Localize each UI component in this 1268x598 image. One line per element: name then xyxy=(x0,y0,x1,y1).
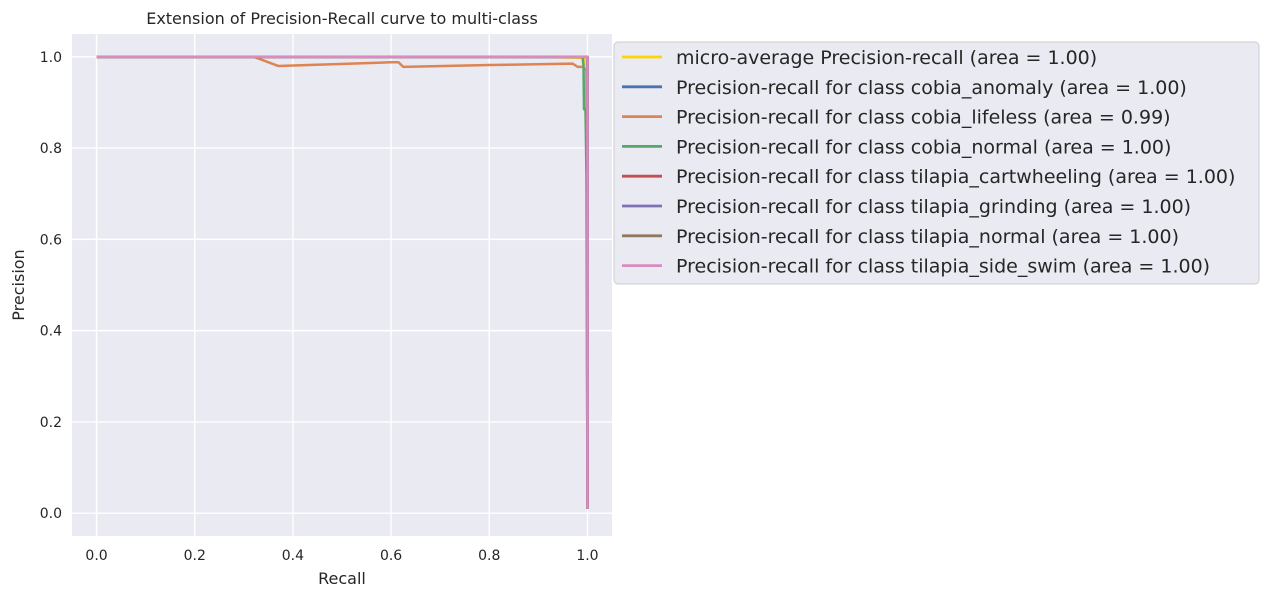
y-tick-label: 0.0 xyxy=(40,506,62,522)
legend-entry-7: Precision-recall for class tilapia_side_… xyxy=(676,256,1210,278)
y-tick-labels: 0.0 0.2 0.4 0.6 0.8 1.0 xyxy=(40,50,62,522)
x-tick-label: 0.4 xyxy=(282,548,304,564)
x-tick-labels: 0.0 0.2 0.4 0.6 0.8 1.0 xyxy=(85,548,598,564)
y-tick-label: 0.6 xyxy=(40,232,62,248)
x-tick-label: 0.0 xyxy=(85,548,107,564)
series-lines xyxy=(96,55,589,509)
legend-entry-3: Precision-recall for class cobia_normal … xyxy=(676,136,1171,158)
legend-entry-0: micro-average Precision-recall (area = 1… xyxy=(676,47,1097,69)
y-tick-label: 0.2 xyxy=(40,415,62,431)
series-line-7 xyxy=(96,55,589,509)
y-axis-title: Precision xyxy=(9,249,28,320)
x-tick-label: 0.6 xyxy=(380,548,402,564)
legend-entry-4: Precision-recall for class tilapia_cartw… xyxy=(676,166,1235,188)
x-axis-title: Recall xyxy=(318,569,366,588)
legend-box xyxy=(613,41,1260,285)
plot-area xyxy=(72,34,612,536)
y-tick-label: 0.8 xyxy=(40,141,62,157)
y-tick-label: 1.0 xyxy=(40,50,62,66)
x-tick-label: 1.0 xyxy=(576,548,598,564)
legend-entry-2: Precision-recall for class cobia_lifeles… xyxy=(676,107,1171,129)
legend-entry-1: Precision-recall for class cobia_anomaly… xyxy=(676,77,1187,99)
x-tick-label: 0.8 xyxy=(478,548,500,564)
legend-entry-6: Precision-recall for class tilapia_norma… xyxy=(676,226,1179,248)
legend: micro-average Precision-recall (area = 1… xyxy=(613,41,1260,285)
y-tick-label: 0.4 xyxy=(40,324,62,340)
chart-title: Extension of Precision-Recall curve to m… xyxy=(146,9,538,28)
legend-entry-5: Precision-recall for class tilapia_grind… xyxy=(676,196,1191,218)
x-tick-label: 0.2 xyxy=(184,548,206,564)
